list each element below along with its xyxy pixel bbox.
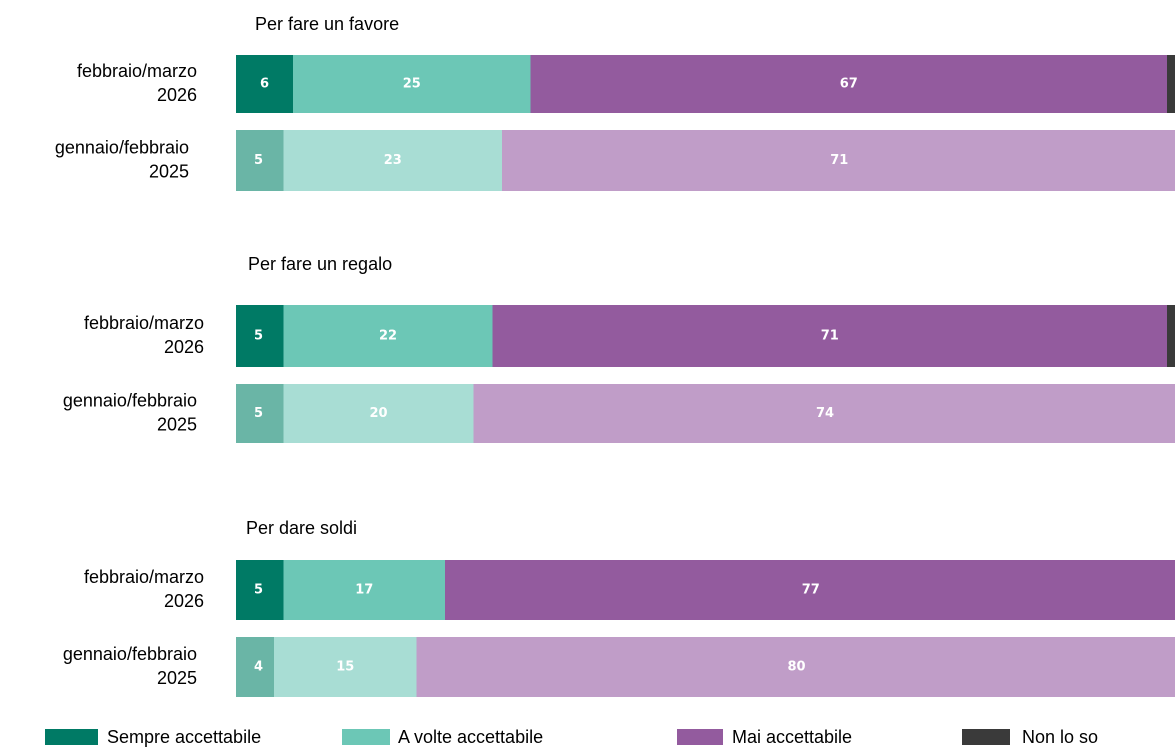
panel-title: Per fare un favore <box>255 14 399 34</box>
bar-segment <box>236 560 284 620</box>
bar-segment <box>445 560 1175 620</box>
value-label: 77 <box>802 583 820 598</box>
row-label: gennaio/febbraio <box>55 137 189 157</box>
value-label: 6 <box>260 77 269 92</box>
row-label: febbraio/marzo <box>84 313 204 333</box>
bar-segment <box>274 637 417 697</box>
value-label: 23 <box>384 153 402 168</box>
bar-segment <box>236 637 274 697</box>
bar-segment <box>1167 55 1175 113</box>
row-label: gennaio/febbraio <box>63 390 197 410</box>
row-label: 2025 <box>157 414 197 434</box>
value-label: 5 <box>254 406 263 421</box>
value-label: 67 <box>840 77 858 92</box>
bar-segment <box>492 305 1167 367</box>
bar-segment <box>283 384 474 443</box>
value-label: 80 <box>787 660 805 675</box>
row-label: febbraio/marzo <box>84 567 204 587</box>
row-label: febbraio/marzo <box>77 61 197 81</box>
value-label: 25 <box>403 77 421 92</box>
bar-segment <box>283 560 445 620</box>
value-label: 15 <box>336 660 354 675</box>
row-label: 2025 <box>157 668 197 688</box>
value-label: 4 <box>254 660 263 675</box>
bar-segment <box>236 55 293 113</box>
legend-swatch <box>45 729 98 745</box>
bar-segment <box>473 384 1175 443</box>
legend-label: Non lo so <box>1022 727 1098 747</box>
legend-label: A volte accettabile <box>398 727 543 747</box>
value-label: 5 <box>254 329 263 344</box>
legend-swatch <box>677 729 723 745</box>
bar-segment <box>236 384 284 443</box>
legend-swatch <box>342 729 390 745</box>
bar-segment <box>236 305 284 367</box>
value-label: 74 <box>816 406 834 421</box>
row-label: 2026 <box>164 591 204 611</box>
row-label: 2026 <box>157 85 197 105</box>
legend-label: Sempre accettabile <box>107 727 261 747</box>
bar-segment <box>283 130 502 191</box>
panel-title: Per fare un regalo <box>248 254 392 274</box>
bar-segment <box>293 55 531 113</box>
bar-segment <box>530 55 1167 113</box>
value-label: 5 <box>254 583 263 598</box>
row-label: gennaio/febbraio <box>63 644 197 664</box>
bar-segment <box>502 130 1175 191</box>
legend-label: Mai accettabile <box>732 727 852 747</box>
row-label: 2025 <box>149 161 189 181</box>
value-label: 5 <box>254 153 263 168</box>
row-label: 2026 <box>164 337 204 357</box>
bar-segment <box>416 637 1175 697</box>
value-label: 22 <box>379 329 397 344</box>
panel-title: Per dare soldi <box>246 518 357 538</box>
bar-segment <box>283 305 493 367</box>
legend-swatch <box>962 729 1010 745</box>
value-label: 17 <box>355 583 373 598</box>
value-label: 71 <box>830 153 848 168</box>
bar-segment <box>236 130 284 191</box>
value-label: 71 <box>821 329 839 344</box>
bar-segment <box>1167 305 1175 367</box>
value-label: 20 <box>369 406 387 421</box>
